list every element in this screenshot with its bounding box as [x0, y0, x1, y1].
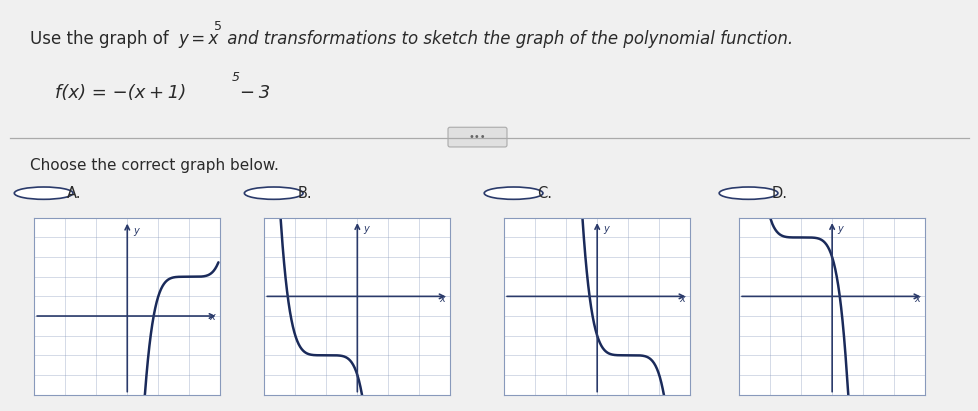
- Text: y = x: y = x: [178, 30, 218, 48]
- Text: x: x: [209, 312, 214, 322]
- Circle shape: [719, 187, 778, 199]
- Text: D.: D.: [772, 186, 787, 201]
- Text: A.: A.: [67, 186, 81, 201]
- Text: Use the graph of: Use the graph of: [30, 30, 174, 48]
- Circle shape: [244, 187, 303, 199]
- Text: f(x) = −(x + 1): f(x) = −(x + 1): [55, 84, 186, 102]
- Text: − 3: − 3: [240, 84, 270, 102]
- Text: B.: B.: [297, 186, 312, 201]
- Text: •••: •••: [467, 132, 485, 142]
- Circle shape: [484, 187, 543, 199]
- Circle shape: [15, 187, 73, 199]
- Text: C.: C.: [537, 186, 552, 201]
- Text: x: x: [439, 294, 444, 304]
- Text: y: y: [602, 224, 608, 234]
- Text: 5: 5: [214, 20, 222, 33]
- Text: y: y: [133, 226, 139, 236]
- Text: x: x: [679, 294, 684, 304]
- FancyBboxPatch shape: [448, 127, 507, 147]
- Text: 5: 5: [232, 71, 240, 84]
- Text: x: x: [913, 294, 918, 304]
- Text: Choose the correct graph below.: Choose the correct graph below.: [30, 158, 279, 173]
- Text: and transformations to sketch the graph of the polynomial function.: and transformations to sketch the graph …: [222, 30, 792, 48]
- Text: y: y: [837, 224, 843, 234]
- Text: y: y: [363, 224, 369, 234]
